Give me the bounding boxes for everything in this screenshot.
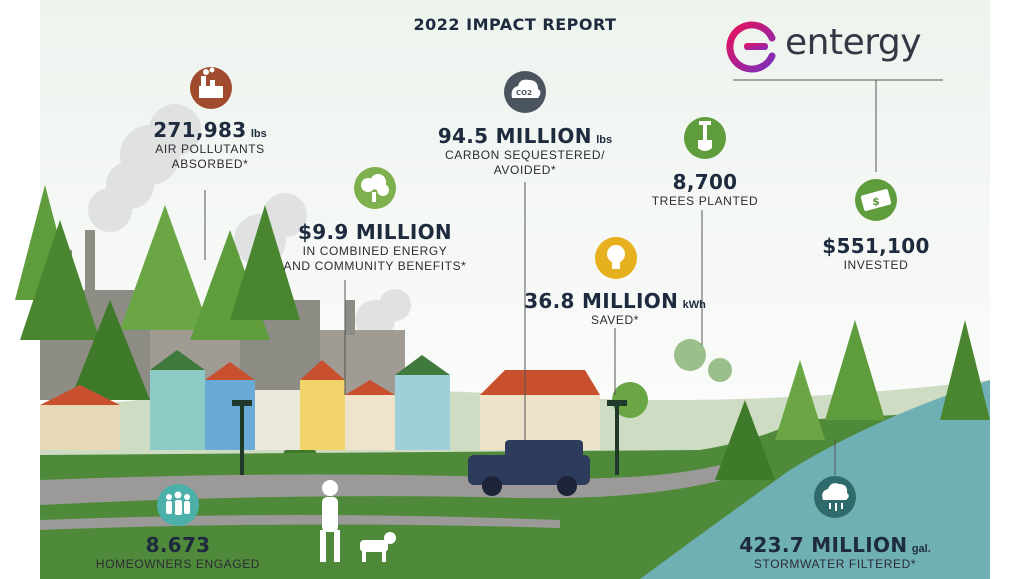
benefits-label-line2: AND COMMUNITY BENEFITS* [283, 259, 467, 273]
factory-icon [190, 67, 232, 109]
money-icon: $ [855, 179, 897, 221]
air-value: 271,983 [153, 118, 247, 142]
shovel-icon [684, 117, 726, 159]
car [468, 440, 590, 496]
benefits-value: $9.9 MILLION [298, 220, 452, 244]
stat-benefits: $9.9 MILLION IN COMBINED ENERGY AND COMM… [270, 220, 480, 274]
stat-invested: $551,100 INVESTED [806, 234, 946, 273]
svg-text:$: $ [872, 195, 880, 208]
homeowners-label: HOMEOWNERS ENGAGED [95, 557, 261, 571]
lamp-posts [232, 400, 627, 475]
stormwater-value: 423.7 MILLION [739, 533, 908, 557]
trees-label: TREES PLANTED [651, 194, 759, 208]
lightbulb-icon [595, 237, 637, 279]
co2-label: CO2 [516, 89, 532, 97]
invested-value: $551,100 [822, 234, 930, 258]
trees-value: 8,700 [672, 170, 738, 194]
houses-row [40, 350, 600, 450]
leader-lines [204, 79, 943, 475]
tree-icon [354, 167, 396, 209]
people-icon [157, 484, 199, 526]
homeowners-value: 8.673 [145, 533, 211, 557]
entergy-logo-text: entergy [785, 22, 922, 63]
stat-stormwater: 423.7 MILLION gal. STORMWATER FILTERED* [725, 533, 945, 572]
energy-value: 36.8 MILLION [524, 289, 679, 313]
energy-label: SAVED* [590, 313, 640, 327]
invested-label: INVESTED [843, 258, 909, 272]
walker-with-dog [320, 480, 396, 562]
energy-unit: kWh [682, 299, 706, 311]
carbon-unit: lbs [596, 134, 613, 146]
carbon-value: 94.5 MILLION [437, 124, 592, 148]
right-forest [612, 320, 990, 480]
stat-energy-saved: 36.8 MILLION kWh SAVED* [515, 289, 715, 328]
stormwater-label: STORMWATER FILTERED* [753, 557, 917, 571]
co2-cloud-icon: CO2 [504, 71, 546, 113]
entergy-logo-mark [726, 21, 776, 73]
air-unit: lbs [250, 128, 267, 140]
air-label-line2: ABSORBED* [171, 157, 249, 171]
air-label-line1: AIR POLLUTANTS [155, 142, 265, 156]
report-title: 2022 IMPACT REPORT [413, 15, 617, 34]
benefits-label-line1: IN COMBINED ENERGY [302, 244, 448, 258]
stat-trees-planted: 8,700 TREES PLANTED [630, 170, 780, 209]
stormwater-unit: gal. [911, 543, 931, 555]
carbon-label-line2: AVOIDED* [493, 163, 557, 177]
stat-air-pollutants: 271,983 lbs AIR POLLUTANTS ABSORBED* [130, 118, 290, 172]
carbon-label-line1: CARBON SEQUESTERED/ [444, 148, 606, 162]
stat-carbon: 94.5 MILLION lbs CARBON SEQUESTERED/ AVO… [425, 124, 625, 178]
stat-homeowners: 8.673 HOMEOWNERS ENGAGED [88, 533, 268, 572]
stormwater-river [640, 380, 990, 579]
rain-cloud-icon [814, 476, 856, 518]
